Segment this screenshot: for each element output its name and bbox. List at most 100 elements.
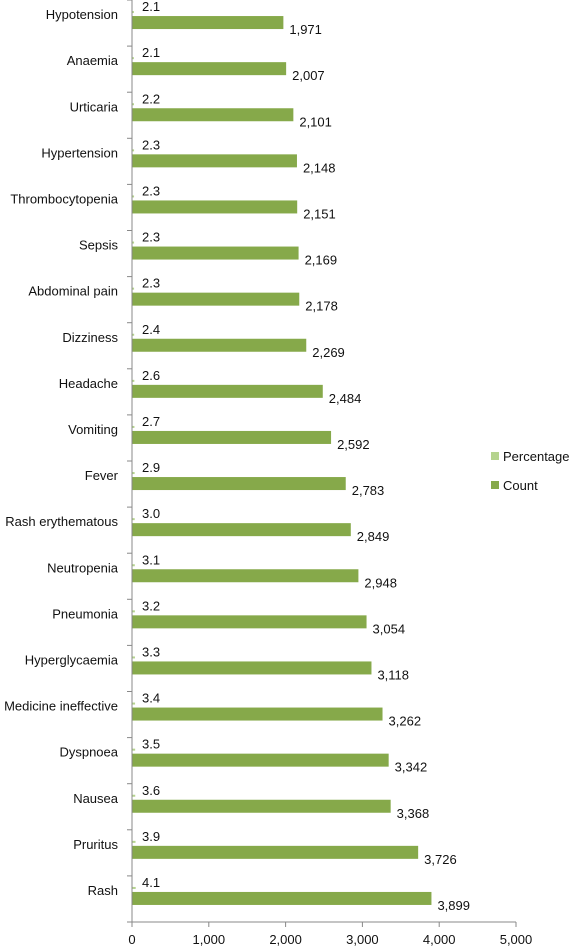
legend-label: Percentage	[503, 449, 570, 464]
count-bar	[132, 292, 300, 306]
category-label: Thrombocytopenia	[10, 191, 118, 206]
x-axis: 0 1,000 2,000 3,000 4,000 5,000	[127, 0, 532, 947]
category-label: Medicine ineffective	[4, 699, 118, 714]
category-label: Nausea	[73, 791, 119, 806]
category-label: Vomiting	[68, 422, 118, 437]
x-tick-label: 1,000	[193, 932, 226, 947]
percentage-bar	[132, 794, 136, 797]
count-data-label: 3,726	[424, 852, 457, 867]
percentage-bar	[132, 518, 135, 521]
percentage-data-label: 2.2	[142, 91, 160, 106]
percentage-bar	[132, 11, 134, 14]
category-label: Urticaria	[70, 99, 119, 114]
percentage-bar	[132, 195, 135, 198]
count-data-label: 2,592	[337, 437, 370, 452]
count-data-label: 2,484	[329, 391, 362, 406]
category-label: Fever	[85, 468, 119, 483]
category-label: Hypertension	[41, 145, 118, 160]
legend-label: Count	[503, 478, 538, 493]
count-bar	[132, 523, 351, 537]
count-bar	[132, 430, 332, 444]
count-data-label: 2,151	[303, 206, 336, 221]
percentage-bar	[132, 333, 135, 336]
x-tick-label: 5,000	[500, 932, 533, 947]
percentage-data-label: 3.2	[142, 598, 160, 613]
x-tick-label: 2,000	[269, 932, 302, 947]
category-label: Dizziness	[62, 330, 118, 345]
percentage-data-label: 2.7	[142, 414, 160, 429]
percentage-bar	[132, 57, 134, 60]
percentage-data-label: 3.4	[142, 691, 160, 706]
count-data-label: 3,054	[373, 621, 406, 636]
percentage-data-label: 2.6	[142, 368, 160, 383]
percentage-data-label: 2.1	[142, 0, 160, 14]
percentage-data-label: 3.5	[142, 737, 160, 752]
count-bar	[132, 891, 432, 905]
count-data-label: 3,262	[389, 714, 422, 729]
count-data-label: 2,101	[299, 114, 332, 129]
percentage-data-label: 2.3	[142, 276, 160, 291]
percentage-bar	[132, 656, 135, 659]
count-data-label: 2,269	[312, 345, 345, 360]
count-data-label: 3,342	[395, 760, 428, 775]
percentage-bar	[132, 702, 136, 705]
category-label: Anaemia	[67, 53, 119, 68]
percentage-data-label: 2.9	[142, 460, 160, 475]
count-data-label: 2,783	[352, 483, 385, 498]
category-label: Abdominal pain	[28, 284, 118, 299]
percentage-bar	[132, 886, 136, 889]
category-labels: Hypotension Anaemia Urticaria Hypertension T…	[4, 7, 119, 898]
legend-swatch	[491, 452, 499, 460]
percentage-data-label: 3.1	[142, 552, 160, 567]
count-bar	[132, 753, 389, 767]
category-label: Dyspnoea	[59, 745, 118, 760]
count-data-label: 3,368	[397, 806, 430, 821]
count-bar	[132, 661, 372, 675]
count-bar	[132, 477, 346, 491]
percentage-data-label: 2.4	[142, 322, 160, 337]
count-data-label: 2,007	[292, 68, 325, 83]
percentage-bar	[132, 287, 135, 290]
percentage-data-label: 3.6	[142, 783, 160, 798]
count-bar	[132, 16, 284, 30]
legend-swatch	[491, 481, 499, 489]
percentage-bar	[132, 425, 135, 428]
category-label: Headache	[59, 376, 118, 391]
count-data-label: 2,178	[305, 299, 338, 314]
percentage-bar	[132, 241, 135, 244]
percentage-bar	[132, 149, 135, 152]
legend: Percentage Count	[491, 449, 570, 493]
count-data-label: 1,971	[289, 22, 322, 37]
count-bar	[132, 799, 391, 813]
x-tick-label: 0	[128, 932, 135, 947]
count-data-label: 2,148	[303, 160, 336, 175]
percentage-data-label: 3.0	[142, 506, 160, 521]
percentage-bar	[132, 379, 135, 382]
count-data-label: 3,899	[437, 898, 470, 913]
percentage-bar	[132, 472, 135, 475]
percentage-bar	[132, 610, 135, 613]
x-tick-label: 4,000	[423, 932, 456, 947]
category-label: Rash	[88, 883, 118, 898]
percentage-data-label: 3.9	[142, 829, 160, 844]
count-bar	[132, 569, 359, 583]
percentage-data-label: 4.1	[142, 875, 160, 890]
count-bar	[132, 338, 307, 352]
count-bar	[132, 154, 297, 168]
category-label: Pneumonia	[52, 606, 119, 621]
category-label: Neutropenia	[47, 560, 119, 575]
count-data-label: 3,118	[377, 667, 409, 682]
percentage-data-label: 3.3	[142, 644, 160, 659]
count-bar	[132, 384, 323, 398]
count-bar	[132, 108, 294, 122]
count-bar	[132, 707, 383, 721]
percentage-data-label: 2.3	[142, 230, 160, 245]
percentage-data-label: 2.1	[142, 45, 160, 60]
count-bar	[132, 845, 419, 859]
percentage-bar	[132, 748, 136, 751]
bars-layer: 2.1 1,971 2.1 2,007 2.2 2,101 2.3 2,148 2.3 2,151…	[132, 0, 470, 913]
category-label: Hyperglycaemia	[25, 652, 119, 667]
count-bar	[132, 62, 287, 76]
percentage-bar	[132, 103, 134, 106]
